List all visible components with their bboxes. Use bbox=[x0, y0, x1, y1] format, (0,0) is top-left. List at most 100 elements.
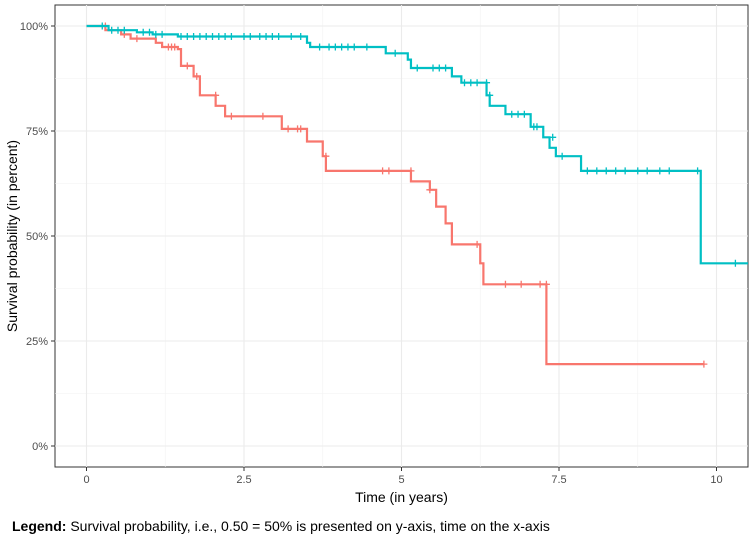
x-tick-label: 5 bbox=[398, 474, 404, 486]
censor-mark bbox=[183, 62, 191, 70]
censor-mark bbox=[120, 26, 128, 34]
censor-mark bbox=[731, 259, 739, 267]
censor-mark bbox=[338, 43, 346, 51]
y-tick-label: 0% bbox=[32, 441, 48, 453]
censor-mark bbox=[461, 79, 468, 87]
censor-mark bbox=[246, 33, 254, 40]
y-axis-ticks: 0% 25% 50% 75% 100% bbox=[20, 21, 55, 453]
x-tick-label: 10 bbox=[710, 474, 722, 486]
censor-mark bbox=[316, 43, 324, 51]
censor-mark bbox=[514, 110, 522, 118]
censor-mark bbox=[391, 49, 399, 57]
y-tick-label: 75% bbox=[26, 126, 48, 138]
censor-mark bbox=[700, 360, 708, 368]
grid-major bbox=[55, 5, 748, 467]
censor-mark bbox=[209, 33, 216, 40]
censor-mark bbox=[146, 28, 153, 36]
censor-mark bbox=[583, 167, 591, 175]
censor-mark bbox=[413, 64, 421, 72]
censor-mark bbox=[275, 33, 283, 40]
caption-text: Survival probability, i.e., 0.50 = 50% i… bbox=[66, 518, 550, 534]
censor-mark bbox=[621, 167, 629, 175]
censor-mark bbox=[517, 280, 525, 288]
censor-mark bbox=[442, 64, 450, 72]
censor-mark bbox=[483, 79, 491, 87]
caption-label: Legend: bbox=[12, 518, 67, 534]
censor-mark bbox=[215, 33, 223, 40]
censor-mark bbox=[240, 33, 248, 40]
censor-mark bbox=[344, 43, 352, 51]
censor-mark bbox=[114, 26, 122, 34]
censor-mark bbox=[325, 43, 333, 51]
censor-mark bbox=[139, 28, 147, 36]
censor-mark bbox=[152, 30, 160, 38]
censor-mark bbox=[536, 280, 544, 288]
censor-mark bbox=[221, 33, 229, 40]
y-tick-label: 100% bbox=[20, 21, 48, 33]
censor-mark bbox=[643, 167, 651, 175]
censor-mark bbox=[612, 167, 620, 175]
censor-mark bbox=[473, 240, 481, 248]
censor-mark bbox=[284, 125, 292, 133]
censor-mark bbox=[486, 91, 494, 99]
censor-mark bbox=[593, 167, 601, 175]
censor-mark bbox=[297, 33, 305, 40]
censor-mark bbox=[665, 167, 673, 175]
survival-curve-1 bbox=[86, 24, 704, 366]
censor-mark bbox=[171, 43, 179, 51]
censor-mark bbox=[407, 167, 415, 175]
censor-mark bbox=[227, 112, 235, 120]
censor-mark bbox=[533, 123, 541, 131]
censor-mark bbox=[202, 33, 210, 40]
censor-mark bbox=[520, 110, 528, 118]
censor-mark bbox=[694, 167, 702, 175]
censor-mark bbox=[429, 64, 437, 72]
y-tick-label: 25% bbox=[26, 336, 48, 348]
censor-mark bbox=[262, 33, 270, 40]
censor-mark bbox=[435, 64, 443, 72]
censor-mark bbox=[256, 33, 264, 40]
censor-mark bbox=[227, 33, 235, 40]
censor-mark bbox=[363, 43, 371, 51]
censor-mark bbox=[158, 30, 166, 38]
x-tick-label: 7.5 bbox=[551, 474, 566, 486]
censor-mark bbox=[385, 167, 393, 175]
censor-mark bbox=[379, 167, 387, 175]
censor-mark bbox=[350, 43, 358, 51]
censor-mark bbox=[634, 167, 642, 175]
censor-mark bbox=[183, 33, 191, 40]
censor-mark bbox=[656, 167, 664, 175]
censor-mark bbox=[268, 33, 276, 40]
censor-mark bbox=[558, 152, 566, 160]
survival-curves bbox=[86, 22, 748, 368]
censor-mark bbox=[542, 280, 550, 288]
censor-mark bbox=[108, 26, 116, 34]
censor-mark bbox=[473, 79, 481, 87]
x-axis-ticks: 0 2.5 5 7.5 10 bbox=[83, 467, 723, 486]
y-axis-title: Survival probability (in percent) bbox=[4, 140, 20, 332]
censor-mark bbox=[322, 152, 330, 160]
censor-mark bbox=[190, 33, 198, 40]
censor-mark bbox=[331, 43, 339, 51]
censor-mark bbox=[98, 22, 106, 30]
censor-mark bbox=[133, 35, 141, 43]
censor-mark bbox=[212, 91, 220, 99]
censor-mark bbox=[287, 33, 295, 40]
censor-mark bbox=[467, 79, 475, 87]
figure-caption: Legend: Survival probability, i.e., 0.50… bbox=[12, 518, 550, 534]
censor-mark bbox=[602, 167, 610, 175]
censor-mark bbox=[196, 33, 204, 40]
censor-mark bbox=[297, 125, 305, 133]
censor-mark bbox=[508, 110, 516, 118]
censor-mark bbox=[259, 112, 267, 120]
x-tick-label: 0 bbox=[83, 474, 89, 486]
survival-curve-2 bbox=[86, 24, 748, 265]
censor-mark bbox=[426, 186, 434, 194]
x-tick-label: 2.5 bbox=[236, 474, 251, 486]
x-axis-title: Time (in years) bbox=[355, 489, 448, 505]
censor-mark bbox=[501, 280, 509, 288]
censor-mark bbox=[177, 33, 185, 40]
y-tick-label: 50% bbox=[26, 231, 48, 243]
censor-mark bbox=[193, 72, 201, 80]
